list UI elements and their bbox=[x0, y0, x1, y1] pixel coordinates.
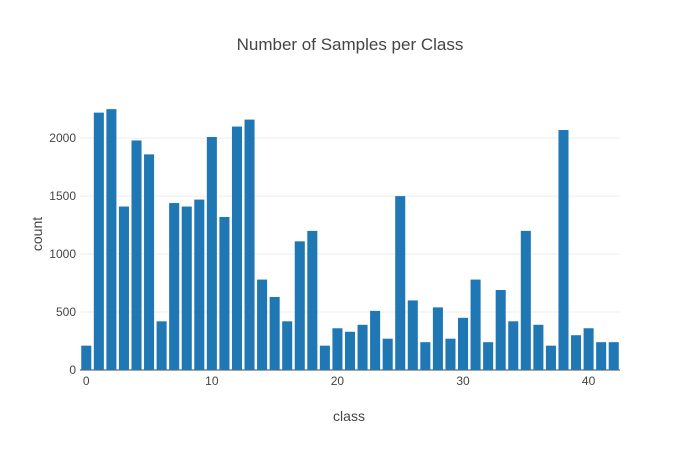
bar-class-7[interactable] bbox=[169, 203, 180, 370]
bar-class-12[interactable] bbox=[231, 126, 242, 370]
bar-class-31[interactable] bbox=[470, 279, 481, 370]
bar-class-33[interactable] bbox=[495, 290, 506, 370]
bar-class-10[interactable] bbox=[206, 136, 217, 370]
bar-class-5[interactable] bbox=[144, 154, 155, 370]
bar-class-6[interactable] bbox=[156, 321, 167, 370]
bar-class-30[interactable] bbox=[458, 317, 469, 370]
bar-class-3[interactable] bbox=[118, 206, 129, 370]
bar-class-2[interactable] bbox=[106, 109, 117, 370]
chart-title: Number of Samples per Class bbox=[237, 35, 464, 54]
x-tick-label: 30 bbox=[456, 374, 470, 388]
bar-class-25[interactable] bbox=[395, 196, 406, 370]
bar-class-29[interactable] bbox=[445, 338, 456, 370]
x-tick-label: 40 bbox=[582, 374, 596, 388]
y-tick-label: 2000 bbox=[49, 131, 76, 145]
bar-class-8[interactable] bbox=[181, 206, 192, 370]
y-tick-label: 1500 bbox=[49, 189, 76, 203]
bar-class-1[interactable] bbox=[93, 112, 104, 370]
bar-class-42[interactable] bbox=[608, 342, 619, 370]
bar-class-17[interactable] bbox=[294, 241, 305, 370]
bar-class-26[interactable] bbox=[407, 300, 418, 370]
x-tick-label: 10 bbox=[205, 374, 219, 388]
bar-class-34[interactable] bbox=[508, 321, 519, 370]
x-tick-label: 20 bbox=[331, 374, 345, 388]
bar-class-24[interactable] bbox=[382, 338, 393, 370]
bar-class-40[interactable] bbox=[583, 328, 594, 370]
bar-class-9[interactable] bbox=[194, 199, 205, 370]
bar-class-13[interactable] bbox=[244, 119, 255, 370]
y-tick-label: 1000 bbox=[49, 247, 76, 261]
x-axis-label: class bbox=[333, 408, 365, 424]
bar-class-20[interactable] bbox=[332, 328, 343, 370]
bar-class-15[interactable] bbox=[269, 296, 280, 370]
bar-class-16[interactable] bbox=[282, 321, 293, 370]
y-tick-label: 500 bbox=[56, 305, 76, 319]
y-tick-labels: 0 500 1000 1500 2000 bbox=[49, 131, 76, 377]
bar-class-23[interactable] bbox=[370, 310, 381, 370]
bar-class-41[interactable] bbox=[596, 342, 607, 370]
x-tick-labels: 0 10 20 30 40 bbox=[83, 374, 596, 388]
y-tick-label: 0 bbox=[69, 363, 76, 377]
bar-class-27[interactable] bbox=[420, 342, 431, 370]
bar-class-14[interactable] bbox=[257, 279, 268, 370]
bar-class-28[interactable] bbox=[432, 307, 443, 370]
bar-class-36[interactable] bbox=[533, 324, 544, 370]
bar-class-38[interactable] bbox=[558, 130, 569, 370]
y-axis-label: count bbox=[29, 217, 45, 251]
bar-class-21[interactable] bbox=[344, 331, 356, 370]
bar-class-0[interactable] bbox=[81, 345, 92, 370]
bar-class-39[interactable] bbox=[571, 335, 582, 370]
bar-class-11[interactable] bbox=[219, 216, 230, 370]
bars bbox=[81, 109, 619, 370]
bar-class-22[interactable] bbox=[357, 324, 368, 370]
x-tick-label: 0 bbox=[83, 374, 90, 388]
bar-class-18[interactable] bbox=[307, 230, 318, 370]
bar-class-19[interactable] bbox=[319, 345, 330, 370]
bar-class-37[interactable] bbox=[545, 345, 556, 370]
bar-class-32[interactable] bbox=[483, 342, 494, 370]
bar-class-35[interactable] bbox=[520, 230, 531, 370]
bar-class-4[interactable] bbox=[131, 140, 142, 370]
